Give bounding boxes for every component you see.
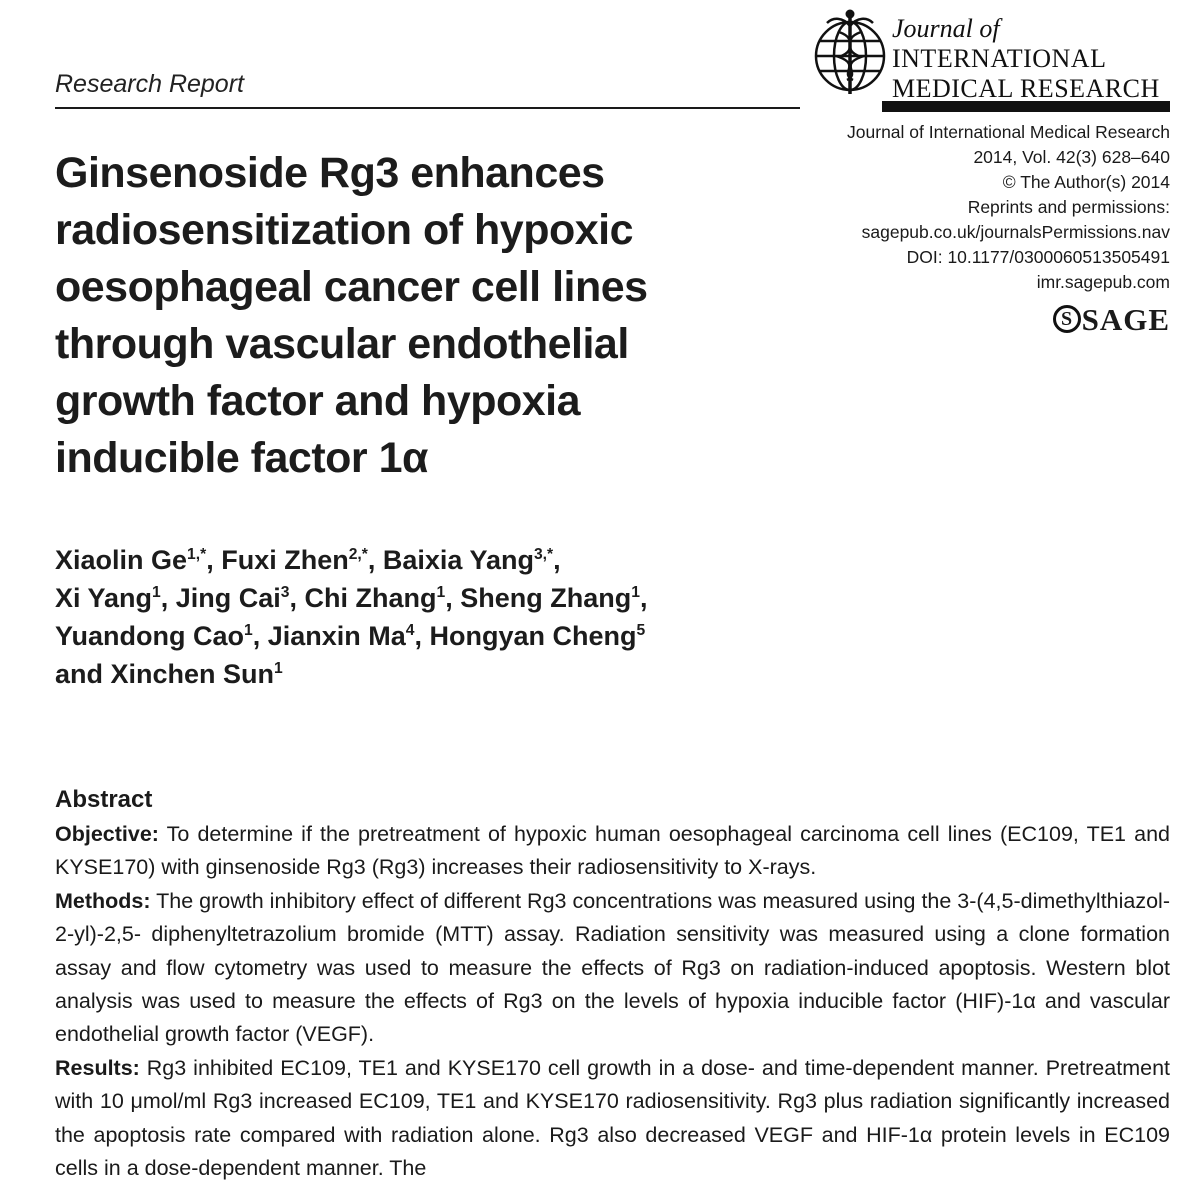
author-name: , Hongyan Cheng [414,621,637,651]
imprint-reprints-label: Reprints and permissions: [967,197,1170,217]
author-name: Yuandong Cao [55,621,244,651]
sage-wordmark: SAGE [1081,301,1170,337]
journal-website-link[interactable]: imr.sagepub.com [1036,272,1170,292]
author-affiliation-sup: 2,* [348,546,368,563]
author-name: , Baixia Yang [367,545,534,575]
author-affiliation-sup: 3,* [533,546,554,563]
author-line: and Xinchen Sun1 [55,655,647,693]
title-line: oesophageal cancer cell lines [55,263,648,311]
author-affiliation-sup: 5 [636,622,646,639]
caduceus-globe-icon [810,8,890,101]
author-name: , Fuxi Zhen [206,545,349,575]
author-name: , Sheng Zhang [445,583,632,613]
sage-logo: S SAGE [847,301,1170,337]
abstract-results-paragraph: Results: Rg3 inhibited EC109, TE1 and KY… [55,1052,1170,1186]
author-name: and Xinchen Sun [55,659,275,689]
author-name: , Chi Zhang [289,583,437,613]
masthead-bar [882,101,1170,112]
author-affiliation-sup: 1 [436,584,446,601]
author-affiliation-sup: 1 [631,584,640,601]
kicker-rule [55,107,800,109]
author-line: Xi Yang1, Jing Cai3, Chi Zhang1, Sheng Z… [55,579,647,617]
section-kicker: Research Report [55,70,244,98]
abstract-objective-text: To determine if the pretreatment of hypo… [55,822,1170,880]
masthead-name-line1: INTERNATIONAL [892,44,1107,73]
imprint-journal-name: Journal of International Medical Researc… [847,122,1170,142]
author-affiliation-sup: 1,* [187,546,207,563]
abstract-results-label: Results: [55,1055,140,1080]
author-affiliation-sup: 1 [152,584,161,601]
imprint-doi: DOI: 10.1177/0300060513505491 [906,247,1170,267]
article-title: Ginsenoside Rg3 enhances radiosensitizat… [55,145,648,487]
sage-s-circle-icon: S [1052,305,1081,333]
abstract-heading: Abstract [55,786,153,813]
abstract-methods-text: The growth inhibitory effect of differen… [55,888,1170,1047]
author-affiliation-sup: 4 [405,622,415,639]
author-name: , [639,583,648,613]
abstract-methods-paragraph: Methods: The growth inhibitory effect of… [55,885,1170,1052]
imprint-citation: 2014, Vol. 42(3) 628–640 [973,147,1170,167]
author-affiliation-sup: 1 [244,622,253,639]
abstract-results-text: Rg3 inhibited EC109, TE1 and KYSE170 cel… [55,1055,1170,1181]
author-name: Xiaolin Ge [55,545,188,575]
author-line: Xiaolin Ge1,*, Fuxi Zhen2,*, Baixia Yang… [55,541,647,579]
title-line: through vascular endothelial [55,320,629,368]
author-name: Xi Yang [55,583,153,613]
author-name: , Jing Cai [160,583,281,613]
imprint-copyright: © The Author(s) 2014 [1002,172,1170,192]
author-affiliation-sup: 3 [280,584,290,601]
abstract-body: Objective: To determine if the pretreatm… [55,818,1170,1185]
journal-masthead: Journal of INTERNATIONAL MEDICAL RESEARC… [892,14,1172,104]
title-line: growth factor and hypoxia [55,377,581,425]
imprint-block: Journal of International Medical Researc… [847,120,1170,337]
author-line: Yuandong Cao1, Jianxin Ma4, Hongyan Chen… [55,617,647,655]
title-line: radiosensitization of hypoxic [55,206,634,254]
title-line: inducible factor 1α [55,434,428,482]
masthead-name-line2: MEDICAL RESEARCH [892,74,1160,103]
abstract-objective-label: Objective: [55,822,159,846]
author-name: , [553,545,561,575]
permissions-url-link[interactable]: sagepub.co.uk/journalsPermissions.nav [861,222,1170,242]
abstract-objective-paragraph: Objective: To determine if the pretreatm… [55,818,1170,885]
title-line: Ginsenoside Rg3 enhances [55,149,605,197]
author-block: Xiaolin Ge1,*, Fuxi Zhen2,*, Baixia Yang… [55,541,647,693]
masthead-journal-of: Journal of [892,14,1000,43]
author-affiliation-sup: 1 [274,660,283,677]
author-name: , Jianxin Ma [252,621,406,651]
abstract-methods-label: Methods: [55,888,151,913]
